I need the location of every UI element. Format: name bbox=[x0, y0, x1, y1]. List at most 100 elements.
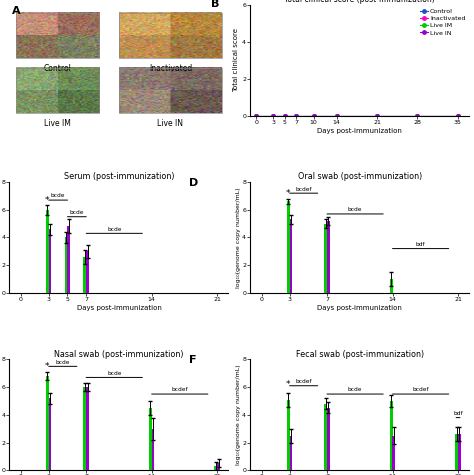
Live IM bbox=[271, 113, 276, 118]
Live IM bbox=[334, 113, 339, 118]
Title: Oral swab (post-immunization): Oral swab (post-immunization) bbox=[298, 172, 422, 181]
Inactivated bbox=[415, 113, 420, 118]
Line: Live IN: Live IN bbox=[255, 114, 459, 117]
Live IM bbox=[455, 113, 461, 118]
Text: Control: Control bbox=[44, 64, 72, 73]
Bar bbox=[327, 408, 330, 470]
Bar bbox=[327, 221, 330, 293]
Bar bbox=[86, 387, 89, 470]
Bar bbox=[16, 12, 99, 58]
Text: *: * bbox=[45, 362, 50, 371]
Bar bbox=[49, 229, 52, 293]
Text: *: * bbox=[286, 189, 291, 198]
Live IM bbox=[293, 113, 299, 118]
Bar bbox=[456, 434, 458, 470]
Bar bbox=[324, 224, 327, 293]
Text: bcdef: bcdef bbox=[295, 379, 312, 384]
Inactivated bbox=[253, 113, 259, 118]
Line: Inactivated: Inactivated bbox=[255, 114, 459, 117]
X-axis label: Days post-immunization: Days post-immunization bbox=[318, 127, 402, 133]
Live IN bbox=[293, 113, 299, 118]
Live IN bbox=[455, 113, 461, 118]
Bar bbox=[46, 376, 49, 470]
Text: D: D bbox=[189, 178, 198, 188]
Live IN bbox=[253, 113, 259, 118]
Text: bdf: bdf bbox=[416, 242, 426, 247]
Text: bcdef: bcdef bbox=[172, 388, 188, 392]
Title: Nasal swab (post-immunization): Nasal swab (post-immunization) bbox=[54, 350, 184, 359]
Bar bbox=[290, 219, 292, 293]
Text: bcde: bcde bbox=[348, 388, 362, 392]
Bar bbox=[458, 434, 461, 470]
Text: bcde: bcde bbox=[55, 360, 70, 365]
Bar bbox=[119, 12, 222, 58]
Inactivated bbox=[293, 113, 299, 118]
Control bbox=[455, 113, 461, 118]
Text: bdf: bdf bbox=[453, 411, 463, 416]
Text: bcde: bcde bbox=[51, 193, 65, 199]
Live IN bbox=[282, 113, 288, 118]
Y-axis label: Total clinical score: Total clinical score bbox=[233, 28, 239, 92]
Bar bbox=[149, 408, 152, 470]
Live IM bbox=[282, 113, 288, 118]
Text: *: * bbox=[45, 196, 50, 205]
Bar bbox=[392, 436, 395, 470]
Live IM bbox=[415, 113, 420, 118]
Text: bcdef: bcdef bbox=[412, 388, 429, 392]
Text: bcde: bcde bbox=[348, 207, 362, 212]
Text: *: * bbox=[286, 380, 291, 389]
Bar bbox=[287, 201, 290, 293]
Bar bbox=[83, 257, 86, 293]
Bar bbox=[152, 428, 155, 470]
Inactivated bbox=[334, 113, 339, 118]
X-axis label: Days post-immunization: Days post-immunization bbox=[76, 305, 161, 311]
Inactivated bbox=[271, 113, 276, 118]
Control bbox=[415, 113, 420, 118]
Bar bbox=[390, 401, 392, 470]
Text: bcde: bcde bbox=[107, 371, 121, 376]
Bar bbox=[49, 398, 52, 470]
Title: Total clinical score (post-immunization): Total clinical score (post-immunization) bbox=[284, 0, 435, 4]
Title: Fecal swab (post-immunization): Fecal swab (post-immunization) bbox=[296, 350, 424, 359]
Bar bbox=[287, 399, 290, 470]
Bar bbox=[217, 463, 220, 470]
Control bbox=[374, 113, 380, 118]
Line: Live IM: Live IM bbox=[255, 114, 459, 117]
Inactivated bbox=[455, 113, 461, 118]
Bar bbox=[390, 279, 392, 293]
Line: Control: Control bbox=[255, 114, 459, 117]
Bar bbox=[46, 210, 49, 293]
Live IN bbox=[334, 113, 339, 118]
Inactivated bbox=[374, 113, 380, 118]
Text: B: B bbox=[211, 0, 219, 9]
Live IM bbox=[374, 113, 380, 118]
Title: Serum (post-immunization): Serum (post-immunization) bbox=[64, 172, 174, 181]
Control bbox=[253, 113, 259, 118]
Live IN bbox=[311, 113, 317, 118]
Text: Inactivated: Inactivated bbox=[149, 64, 192, 73]
Control bbox=[334, 113, 339, 118]
Live IM bbox=[311, 113, 317, 118]
Text: bcde: bcde bbox=[107, 227, 121, 232]
Live IN bbox=[374, 113, 380, 118]
Inactivated bbox=[282, 113, 288, 118]
Y-axis label: log₁₀(genome copy number/mL): log₁₀(genome copy number/mL) bbox=[236, 187, 241, 288]
Bar bbox=[67, 227, 70, 293]
Legend: Control, Inactivated, Live IM, Live IN: Control, Inactivated, Live IM, Live IN bbox=[419, 8, 466, 36]
Bar bbox=[290, 436, 292, 470]
Control bbox=[282, 113, 288, 118]
Bar bbox=[324, 404, 327, 470]
Live IM bbox=[253, 113, 259, 118]
X-axis label: Days post-immunization: Days post-immunization bbox=[318, 305, 402, 311]
Text: bcde: bcde bbox=[70, 210, 84, 215]
Bar bbox=[119, 68, 222, 114]
Bar bbox=[16, 68, 99, 114]
Text: Live IM: Live IM bbox=[44, 119, 71, 128]
Bar bbox=[83, 387, 86, 470]
Control bbox=[311, 113, 317, 118]
Inactivated bbox=[311, 113, 317, 118]
Text: bcdef: bcdef bbox=[295, 187, 312, 191]
Bar bbox=[214, 466, 217, 470]
Text: F: F bbox=[189, 355, 197, 365]
Control bbox=[271, 113, 276, 118]
